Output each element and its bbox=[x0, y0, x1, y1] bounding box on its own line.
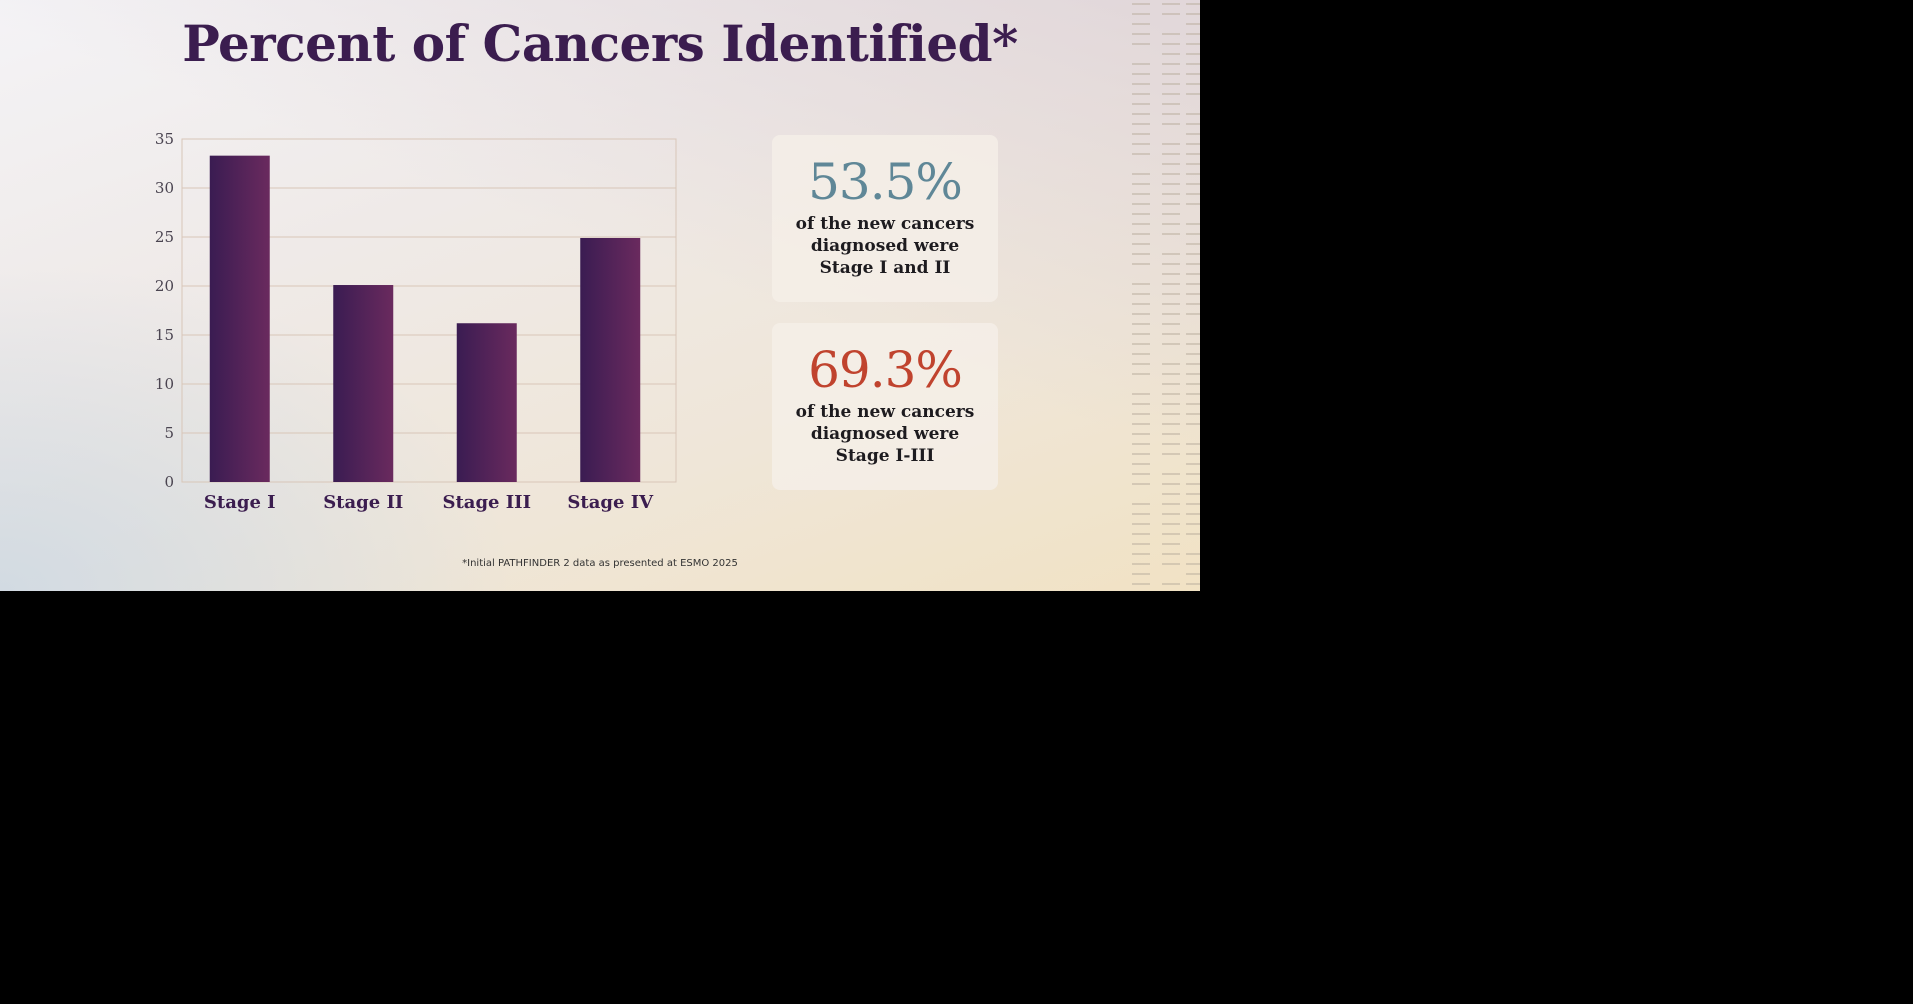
y-tick-label: 10 bbox=[155, 375, 174, 393]
y-tick-label: 25 bbox=[155, 228, 174, 246]
x-tick-label: Stage IV bbox=[567, 492, 654, 513]
y-tick-label: 5 bbox=[164, 424, 174, 442]
stat-card-stage-i-iii: 69.3% of the new cancers diagnosed were … bbox=[772, 323, 998, 490]
stat-card-early-stage: 53.5% of the new cancers diagnosed were … bbox=[772, 135, 998, 302]
bar bbox=[580, 237, 641, 482]
stat-value: 69.3% bbox=[808, 341, 963, 399]
decorative-stripes bbox=[1132, 3, 1200, 585]
stat-description: of the new cancers diagnosed were Stage … bbox=[795, 214, 975, 278]
x-tick-label: Stage II bbox=[323, 492, 403, 513]
y-tick-label: 0 bbox=[164, 473, 174, 491]
stat-description: of the new cancers diagnosed were Stage … bbox=[795, 402, 975, 466]
y-tick-label: 15 bbox=[155, 326, 174, 344]
y-tick-label: 35 bbox=[155, 130, 174, 148]
footnote: *Initial PATHFINDER 2 data as presented … bbox=[462, 558, 738, 569]
page-title: Percent of Cancers Identified* bbox=[182, 14, 1018, 73]
y-tick-label: 20 bbox=[155, 277, 174, 295]
y-tick-label: 30 bbox=[155, 179, 174, 197]
stat-value: 53.5% bbox=[808, 153, 963, 211]
bar bbox=[333, 285, 394, 482]
x-tick-label: Stage III bbox=[442, 492, 531, 513]
slide: Percent of Cancers Identified* 0 5 10 15 20 2… bbox=[0, 0, 1200, 591]
bar bbox=[209, 155, 270, 482]
bar-chart: 0 5 10 15 20 25 30 35 Stage I Stage II Stage III St… bbox=[155, 130, 677, 513]
bar bbox=[456, 323, 517, 482]
x-tick-label: Stage I bbox=[204, 492, 276, 513]
